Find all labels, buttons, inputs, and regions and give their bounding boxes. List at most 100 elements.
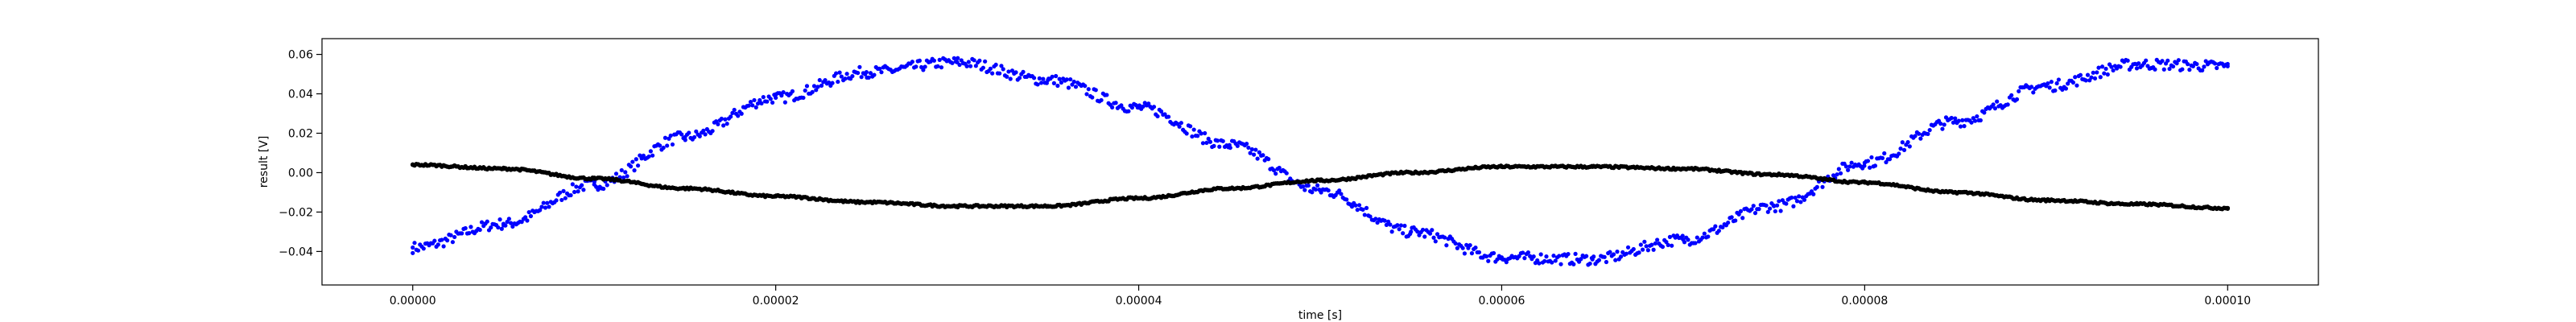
series-1-point <box>665 143 670 148</box>
series-1-point <box>1774 203 1780 208</box>
series-1-point <box>670 142 675 147</box>
series-1-point <box>2203 59 2208 64</box>
series-1-point <box>2063 86 2069 91</box>
series-1-point <box>935 64 940 68</box>
series-1-point <box>804 84 810 89</box>
series-1-point <box>1460 246 1465 250</box>
series-1-point <box>485 219 489 224</box>
series-1-point <box>1913 134 1918 138</box>
series-1-point <box>432 238 437 243</box>
series-1-point <box>641 153 646 158</box>
series-1-point <box>1073 85 1079 89</box>
series-1-point <box>2111 68 2116 73</box>
series-1-data-point <box>683 134 687 139</box>
series-1-point <box>1584 254 1589 258</box>
series-1-point <box>1752 211 1758 216</box>
series-1-data-point <box>1772 204 1777 208</box>
series-1-point <box>1005 74 1009 79</box>
series-1-point <box>2091 70 2095 75</box>
series-1-point <box>667 136 671 141</box>
series-1-point <box>817 77 822 83</box>
series-1-point <box>811 84 817 89</box>
series-1-point <box>628 164 634 169</box>
series-1-point <box>1811 192 1816 196</box>
series-1-point <box>1246 145 1251 151</box>
series-1-point <box>1958 124 1963 129</box>
series-1-point <box>872 72 877 77</box>
series-2-data-point <box>410 162 415 167</box>
series-1-point <box>2089 75 2094 80</box>
series-1-point <box>694 129 699 134</box>
series-1-point <box>937 57 942 62</box>
series-1-point <box>1110 105 1115 109</box>
series-1-point <box>1313 187 1318 192</box>
series-1-point <box>755 101 761 106</box>
series-1-point <box>1587 261 1592 266</box>
series-1-point <box>1613 258 1618 262</box>
series-1-point <box>736 114 741 118</box>
series-1-point <box>1517 254 1521 258</box>
y-tick-label: 0.04 <box>288 89 313 101</box>
series-1-point <box>581 188 586 192</box>
series-1-point <box>2186 62 2190 67</box>
series-1-data-point <box>1681 237 1686 242</box>
y-axis-label: result [V] <box>258 136 270 188</box>
series-1-point <box>1640 247 1645 252</box>
series-1-point <box>1686 237 1690 242</box>
series-1-point <box>1375 220 1380 225</box>
series-1-point <box>1248 151 1253 155</box>
series-1-point <box>1695 235 1699 240</box>
series-1-point <box>1059 80 1064 85</box>
series-1-point <box>2144 58 2149 63</box>
series-1-point <box>1793 195 1798 200</box>
series-1-point <box>1969 120 1974 125</box>
series-1-point <box>2095 70 2099 75</box>
series-1-point <box>1006 69 1011 74</box>
series-1-point <box>545 200 550 205</box>
series-1-point <box>1551 254 1556 258</box>
series-1-point <box>538 208 543 213</box>
series-1-point <box>1869 155 1874 160</box>
series-1-point <box>1992 106 1997 111</box>
series-1-point <box>748 99 753 105</box>
series-1-point <box>619 167 624 173</box>
series-1-point <box>910 60 914 64</box>
series-1-point <box>463 225 468 231</box>
series-1-point <box>1917 131 1922 136</box>
series-1-point <box>759 101 764 105</box>
series-1-point <box>1184 131 1189 136</box>
series-1-point <box>1666 242 1670 247</box>
series-1-point <box>1360 207 1365 212</box>
series-1-point <box>701 128 706 133</box>
plot-frame <box>321 38 2319 286</box>
series-1-point <box>1843 164 1848 169</box>
series-1-point <box>1749 207 1754 212</box>
series-1-point <box>1602 254 1607 259</box>
series-1-point <box>1199 131 1203 136</box>
series-1-point <box>1220 138 1225 143</box>
series-1-point <box>1037 76 1042 80</box>
series-1-point <box>1706 234 1711 239</box>
series-1-point <box>1521 250 1525 255</box>
series-2-data-point <box>773 194 778 199</box>
series-1-point <box>768 97 773 101</box>
series-1-point <box>1057 76 1062 81</box>
series-1-point <box>663 135 668 140</box>
series-1-point <box>1495 257 1500 262</box>
plot-area <box>322 39 2318 285</box>
series-1-point <box>1469 251 1475 256</box>
series-1-point <box>2053 88 2058 93</box>
series-1-point <box>1384 222 1389 227</box>
series-1-point <box>2098 75 2103 80</box>
series-1-point <box>921 68 926 72</box>
series-1-point <box>1653 241 1657 246</box>
series-1-point <box>1882 151 1887 156</box>
series-1-point <box>1395 223 1400 228</box>
series-1-point <box>576 189 580 194</box>
series-1-point <box>2096 65 2101 70</box>
series-1-point <box>1995 99 2000 104</box>
series-1-point <box>1099 97 1104 103</box>
series-1-point <box>1349 204 1355 209</box>
series-1-data-point <box>2225 64 2230 68</box>
series-1-point <box>868 71 873 76</box>
